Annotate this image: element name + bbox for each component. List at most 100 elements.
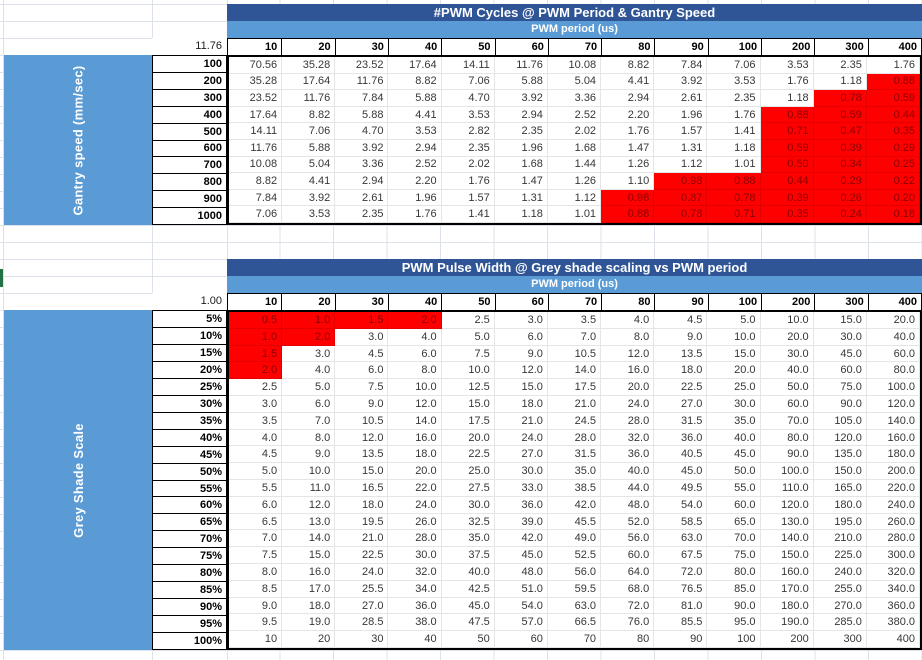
- data-cell[interactable]: 285.0: [813, 614, 867, 632]
- data-cell[interactable]: 90.0: [813, 395, 867, 413]
- data-cell[interactable]: 12.0: [335, 429, 389, 447]
- data-cell[interactable]: 9.0: [229, 597, 283, 615]
- column-header-cell[interactable]: 90: [654, 294, 707, 310]
- data-cell[interactable]: 19.5: [335, 513, 389, 531]
- data-cell[interactable]: 2.0: [282, 328, 336, 346]
- data-cell[interactable]: 8.82: [388, 73, 442, 91]
- data-cell[interactable]: 24.0: [494, 429, 548, 447]
- data-cell[interactable]: 1.96: [388, 189, 442, 207]
- data-cell[interactable]: 20: [282, 631, 336, 648]
- data-cell[interactable]: 260.0: [866, 513, 920, 531]
- table-subtitle-band[interactable]: PWM period (us): [227, 21, 922, 38]
- row-header-cell[interactable]: 100%: [193, 635, 222, 648]
- data-cell[interactable]: 5.5: [229, 479, 283, 497]
- data-cell[interactable]: 72.0: [654, 563, 708, 581]
- data-cell[interactable]: 35.0: [707, 412, 761, 430]
- data-cell[interactable]: 25.0: [707, 379, 761, 396]
- data-cell[interactable]: 76.0: [601, 614, 655, 632]
- data-cell[interactable]: 180.0: [760, 597, 814, 615]
- data-cell[interactable]: 9.0: [654, 328, 708, 346]
- data-cell[interactable]: 210.0: [813, 530, 867, 548]
- data-cell[interactable]: 23.52: [335, 57, 389, 74]
- column-header-cell[interactable]: 30: [334, 39, 388, 55]
- data-cell[interactable]: 1.5: [335, 312, 389, 329]
- data-cell[interactable]: 63.0: [547, 597, 602, 615]
- data-cell[interactable]: 5.88: [388, 90, 442, 107]
- data-cell[interactable]: 5.88: [282, 140, 336, 157]
- data-cell[interactable]: 200.0: [866, 463, 920, 480]
- data-cell[interactable]: 48.0: [494, 563, 548, 581]
- data-cell[interactable]: 1.96: [654, 106, 708, 124]
- data-cell[interactable]: 8.0: [282, 429, 336, 447]
- data-cell[interactable]: 3.53: [388, 123, 442, 140]
- data-cell[interactable]: 28.5: [335, 614, 389, 632]
- data-cell[interactable]: 2.5: [441, 312, 495, 329]
- data-cell[interactable]: 32.0: [601, 429, 655, 447]
- data-cell[interactable]: 40.0: [707, 429, 761, 447]
- data-cell[interactable]: 2.0: [388, 312, 442, 329]
- selected-cell-marker[interactable]: [0, 269, 3, 287]
- row-header-cell[interactable]: 700: [153, 157, 226, 175]
- data-cell[interactable]: 18.0: [654, 362, 708, 380]
- data-cell[interactable]: 6.0: [229, 496, 283, 514]
- data-cell[interactable]: 1.01: [707, 156, 761, 174]
- data-cell[interactable]: 360.0: [866, 597, 920, 615]
- data-cell[interactable]: 42.0: [547, 496, 602, 514]
- data-cell[interactable]: 90.0: [707, 597, 761, 615]
- data-cell[interactable]: 64.0: [601, 563, 655, 581]
- row-header-cell[interactable]: 900: [153, 191, 226, 209]
- data-cell[interactable]: 16.5: [335, 479, 389, 497]
- data-cell[interactable]: 0.29: [866, 140, 920, 157]
- row-header-cell[interactable]: 10%: [153, 328, 226, 345]
- data-cell[interactable]: 6.0: [335, 362, 389, 380]
- data-cell[interactable]: 40.0: [601, 463, 655, 480]
- data-cell[interactable]: 42.5: [441, 580, 495, 598]
- data-cell[interactable]: 40.0: [866, 328, 920, 346]
- data-cell[interactable]: 270.0: [813, 597, 867, 615]
- data-cell[interactable]: 280.0: [866, 530, 920, 548]
- data-cell[interactable]: 35.28: [229, 73, 283, 91]
- data-cell[interactable]: 0.59: [866, 90, 920, 107]
- data-cell[interactable]: 16.0: [282, 563, 336, 581]
- data-cell[interactable]: 5.0: [229, 463, 283, 480]
- column-header-cell[interactable]: 10: [265, 296, 278, 308]
- data-cell[interactable]: 9.0: [335, 395, 389, 413]
- data-cell[interactable]: 3.0: [282, 345, 336, 363]
- data-cell[interactable]: 45.5: [547, 513, 602, 531]
- data-cell[interactable]: 0.78: [654, 206, 708, 223]
- data-cell[interactable]: 7.84: [335, 90, 389, 107]
- data-cell[interactable]: 56.0: [547, 563, 602, 581]
- data-cell[interactable]: 30.0: [707, 395, 761, 413]
- data-cell[interactable]: 0.18: [866, 206, 920, 223]
- corner-value-cell[interactable]: 11.76: [152, 38, 227, 55]
- data-cell[interactable]: 80: [601, 631, 655, 648]
- data-cell[interactable]: 7.06: [282, 123, 336, 140]
- data-cell[interactable]: 14.11: [229, 123, 283, 140]
- row-header-cell[interactable]: 400: [153, 107, 226, 124]
- data-cell[interactable]: 85.0: [707, 580, 761, 598]
- data-cell[interactable]: 32.0: [388, 563, 442, 581]
- data-cell[interactable]: 31.5: [547, 446, 602, 464]
- data-cell[interactable]: 24.0: [335, 563, 389, 581]
- data-cell[interactable]: 7.0: [229, 530, 283, 548]
- data-cell[interactable]: 45.0: [707, 446, 761, 464]
- column-header-cell[interactable]: 300: [814, 294, 867, 310]
- data-cell[interactable]: 45.0: [441, 597, 495, 615]
- data-cell[interactable]: 2.35: [441, 140, 495, 157]
- row-header-cell[interactable]: 20%: [153, 362, 226, 379]
- column-header-cell[interactable]: 80: [601, 39, 654, 55]
- data-cell[interactable]: 7.0: [282, 412, 336, 430]
- data-cell[interactable]: 17.64: [388, 57, 442, 74]
- data-cell[interactable]: 3.92: [494, 90, 548, 107]
- data-cell[interactable]: 0.47: [813, 123, 867, 140]
- data-cell[interactable]: 90.0: [760, 446, 814, 464]
- data-cell[interactable]: 120.0: [866, 395, 920, 413]
- data-cell[interactable]: 47.5: [441, 614, 495, 632]
- row-header-cell[interactable]: 70%: [153, 531, 226, 549]
- data-cell[interactable]: 2.20: [601, 106, 655, 124]
- data-cell[interactable]: 5.0: [707, 312, 761, 329]
- data-cell[interactable]: 1.26: [601, 156, 655, 174]
- data-cell[interactable]: 20.0: [388, 463, 442, 480]
- data-cell[interactable]: 59.5: [547, 580, 602, 598]
- data-cell[interactable]: 190.0: [760, 614, 814, 632]
